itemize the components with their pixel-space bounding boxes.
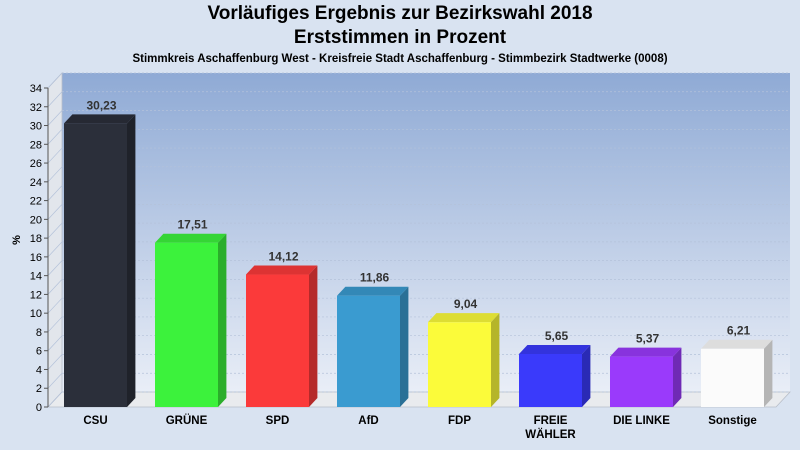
bar-value-label: 5,65 — [545, 329, 569, 343]
grid-line-side — [47, 372, 63, 389]
bar-front-face — [246, 274, 309, 407]
y-tick-label: 32 — [30, 102, 42, 114]
bar-top-face — [64, 114, 136, 124]
x-category-label: FDP — [448, 415, 471, 427]
x-category-label: AfD — [358, 415, 378, 427]
grid-line-side — [47, 166, 63, 183]
bar-side-face — [491, 313, 500, 407]
x-category-label: SPD — [266, 415, 290, 427]
x-category-label: FREIE — [534, 415, 568, 427]
bar-value-label: 30,23 — [86, 98, 116, 112]
bar-spd: 14,12 — [246, 250, 318, 407]
bar-fdp: 9,04 — [428, 297, 500, 407]
bar-top-face — [519, 344, 591, 354]
y-tick-label: 18 — [30, 233, 42, 245]
bar-front-face — [155, 242, 218, 407]
grid-line-side — [47, 222, 63, 239]
bar-top-face — [610, 347, 682, 357]
bar-freie-wähler: 5,65 — [519, 329, 591, 407]
grid-line-side — [47, 110, 63, 126]
bar-side-face — [309, 265, 318, 407]
bar-die-linke: 5,37 — [610, 332, 682, 407]
bar-top-face — [701, 339, 773, 349]
grid-line-side — [47, 72, 63, 89]
grid-line-side — [47, 297, 63, 314]
bar-side-face — [764, 339, 773, 407]
y-tick-label: 24 — [30, 177, 42, 189]
bar-side-face — [218, 233, 227, 407]
grid-line-side — [47, 129, 63, 145]
bar-front-face — [428, 322, 491, 407]
bar-value-label: 14,12 — [268, 250, 298, 264]
y-tick-label: 20 — [30, 214, 42, 226]
grid-line-side — [47, 354, 63, 370]
grid-line-side — [47, 147, 63, 164]
grid-line-side — [47, 316, 63, 333]
x-category-label: GRÜNE — [166, 414, 208, 427]
y-tick-label: 4 — [36, 364, 42, 376]
y-axis-label: % — [11, 235, 23, 245]
bar-side-face — [127, 114, 136, 408]
x-category-label: WÄHLER — [525, 428, 576, 441]
bar-top-face — [155, 233, 227, 243]
grid-line-side — [47, 185, 63, 201]
grid-line-side — [47, 335, 63, 351]
bar-value-label: 17,51 — [177, 218, 207, 232]
y-tick-label: 30 — [30, 121, 42, 133]
y-tick-label: 28 — [30, 139, 42, 151]
y-tick-label: 14 — [30, 271, 42, 283]
bar-csu: 30,23 — [64, 98, 136, 408]
chart-title-line2: Erststimmen in Prozent — [293, 27, 507, 48]
grid-line-side — [47, 391, 63, 408]
bar-top-face — [246, 265, 318, 275]
chart-subtitle: Stimmkreis Aschaffenburg West - Kreisfre… — [132, 53, 668, 65]
grid-line-side — [47, 279, 63, 295]
bar-sonstige: 6,21 — [701, 324, 773, 407]
y-tick-label: 10 — [30, 308, 42, 320]
bar-front-face — [701, 348, 764, 407]
grid-line-side — [47, 91, 63, 108]
y-tick-label: 34 — [30, 83, 42, 95]
chart-title-line1: Vorläufiges Ergebnis zur Bezirkswahl 201… — [207, 3, 593, 24]
bar-value-label: 5,37 — [636, 332, 660, 346]
y-tick-label: 6 — [36, 346, 42, 358]
y-tick-label: 2 — [36, 383, 42, 395]
bar-top-face — [337, 286, 409, 296]
y-tick-label: 0 — [36, 402, 42, 414]
y-tick-label: 26 — [30, 158, 42, 170]
bar-front-face — [337, 295, 400, 407]
bar-value-label: 9,04 — [454, 297, 478, 311]
grid-line-side — [47, 241, 63, 258]
bars: 30,23 17,51 14,12 11,86 9,04 5,65 5,37 6,21 — [64, 98, 773, 408]
x-category-label: Sonstige — [708, 415, 757, 427]
bar-front-face — [610, 356, 673, 407]
bar-afd: 11,86 — [337, 271, 409, 407]
bar-value-label: 6,21 — [727, 324, 751, 338]
bar-front-face — [519, 353, 582, 407]
bar-top-face — [428, 313, 500, 323]
grid-line-side — [47, 204, 63, 220]
y-tick-label: 22 — [30, 196, 42, 208]
x-category-label: DIE LINKE — [613, 415, 670, 427]
bar-value-label: 11,86 — [360, 271, 390, 285]
bar-front-face — [64, 123, 127, 408]
y-tick-label: 16 — [30, 252, 42, 264]
grid-line-side — [47, 260, 63, 276]
bar-grüne: 17,51 — [155, 218, 227, 407]
bar-side-face — [673, 347, 682, 407]
x-category-label: CSU — [83, 415, 107, 427]
y-tick-label: 12 — [30, 289, 42, 301]
y-tick-label: 8 — [36, 327, 42, 339]
bar-side-face — [582, 344, 591, 407]
bar-side-face — [400, 286, 409, 407]
